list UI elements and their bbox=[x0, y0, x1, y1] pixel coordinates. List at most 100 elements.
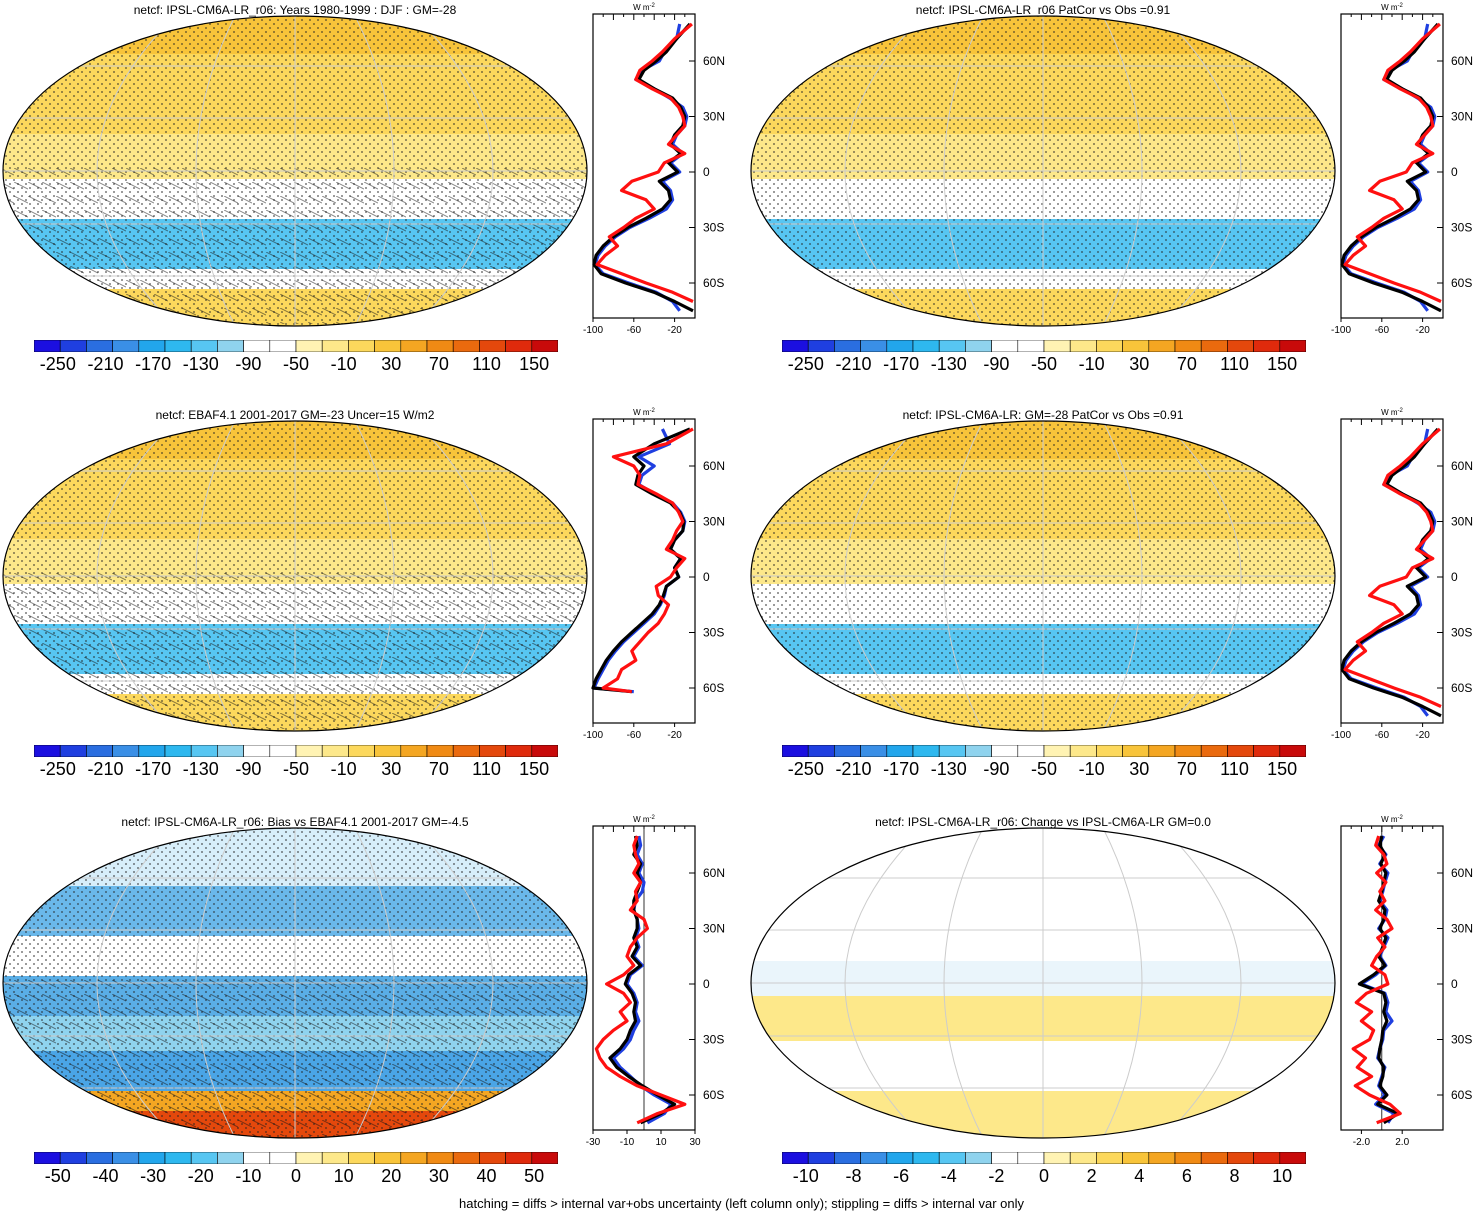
colorbar-swatch bbox=[269, 745, 297, 757]
colorbar-tick-label: 6 bbox=[1181, 1166, 1192, 1186]
lat-tick-label: 0 bbox=[703, 570, 710, 584]
colorbar-swatch bbox=[1148, 340, 1176, 352]
colorbar-tick-label: 150 bbox=[519, 354, 550, 374]
colorbar bbox=[34, 745, 558, 757]
zonal-x-tick-label: 2.0 bbox=[1395, 1137, 1409, 1148]
colorbar-tick-label: -130 bbox=[182, 759, 219, 779]
colorbar-swatch bbox=[1043, 1152, 1071, 1164]
panel-title: netcf: IPSL-CM6A-LR_r06 PatCor vs Obs =0… bbox=[915, 3, 1171, 17]
colorbar-tick-label: -20 bbox=[187, 1166, 214, 1186]
panel-title: netcf: IPSL-CM6A-LR_r06: Bias vs EBAF4.1… bbox=[121, 815, 469, 829]
colorbar-swatch bbox=[1122, 340, 1150, 352]
colorbar-swatch bbox=[348, 340, 375, 352]
colorbar-swatch bbox=[1017, 1152, 1045, 1164]
lat-tick-label: 0 bbox=[1451, 165, 1458, 179]
colorbar-swatch bbox=[1043, 745, 1071, 757]
colorbar-tick-label: -40 bbox=[92, 1166, 119, 1186]
colorbar-swatch bbox=[374, 340, 402, 352]
colorbar-swatch bbox=[112, 745, 140, 757]
colorbar-swatch bbox=[479, 745, 506, 757]
colorbar-tick-label: 150 bbox=[519, 759, 550, 779]
colorbar-tick-label: -250 bbox=[39, 759, 76, 779]
colorbar-swatch bbox=[1122, 745, 1150, 757]
lat-tick-label: 30S bbox=[1451, 1033, 1472, 1047]
zonal-series-line bbox=[1351, 835, 1402, 1125]
colorbar-swatch bbox=[1174, 745, 1202, 757]
colorbar-tick-label: 110 bbox=[1220, 759, 1249, 779]
zonal-series-line bbox=[591, 427, 691, 694]
lat-tick-label: 60S bbox=[703, 1088, 724, 1102]
lat-tick-label: 30N bbox=[703, 515, 725, 529]
colorbar-swatch bbox=[59, 745, 87, 757]
colorbar-tick-label: -170 bbox=[135, 759, 172, 779]
footnote: hatching = diffs > internal var+obs unce… bbox=[459, 1196, 1024, 1211]
colorbar-tick-label: -210 bbox=[835, 759, 872, 779]
lat-tick-label: 30N bbox=[1451, 110, 1473, 124]
colorbar-tick-label: -210 bbox=[87, 354, 124, 374]
colorbar-tick-label: -10 bbox=[1078, 759, 1105, 779]
colorbar-swatch bbox=[1017, 340, 1045, 352]
unit-label: W m-2 bbox=[1381, 3, 1403, 12]
colorbar-tick-label: 40 bbox=[476, 1166, 497, 1186]
colorbar-swatch bbox=[991, 745, 1019, 757]
panel-title: netcf: IPSL-CM6A-LR_r06: Years 1980-1999… bbox=[133, 3, 457, 17]
colorbar-tick-label: 10 bbox=[333, 1166, 354, 1186]
colorbar-tick-label: 110 bbox=[472, 759, 501, 779]
colorbar-swatch bbox=[321, 745, 349, 757]
map-panel bbox=[750, 420, 1336, 732]
zonal-mean-profile: W m-2 60N 30N 0 30S 60S -30 -10 10 30 bbox=[586, 815, 725, 1148]
colorbar-swatch bbox=[1096, 1152, 1123, 1164]
colorbar-swatch bbox=[59, 1152, 87, 1164]
colorbar-swatch bbox=[782, 1152, 809, 1164]
colorbar-swatch bbox=[348, 745, 375, 757]
colorbar-swatch bbox=[938, 340, 966, 352]
colorbar-tick-label: -130 bbox=[930, 759, 967, 779]
colorbar-swatch bbox=[164, 340, 192, 352]
colorbar-swatch bbox=[295, 745, 323, 757]
colorbar-tick-label: -90 bbox=[983, 354, 1010, 374]
colorbar-swatch bbox=[269, 1152, 297, 1164]
colorbar bbox=[782, 340, 1306, 352]
colorbar-swatch bbox=[1069, 745, 1097, 757]
colorbar-swatch bbox=[1069, 1152, 1097, 1164]
colorbar-swatch bbox=[531, 340, 558, 352]
unit-label: W m-2 bbox=[1381, 408, 1403, 417]
map-panel bbox=[2, 827, 588, 1139]
colorbar-tick-label: -130 bbox=[182, 354, 219, 374]
zonal-mean-profile: W m-2 60N 30N 0 30S 60S -100 -60 -20 bbox=[583, 408, 725, 741]
colorbar-swatch bbox=[138, 1152, 166, 1164]
zonal-series-line bbox=[592, 428, 687, 694]
zonal-x-tick-label: -100 bbox=[1331, 730, 1351, 741]
zonal-x-tick-label: -20 bbox=[1415, 730, 1430, 741]
colorbar-swatch bbox=[34, 745, 61, 757]
colorbar-swatch bbox=[912, 745, 940, 757]
colorbar-tick-label: 30 bbox=[428, 1166, 449, 1186]
lat-tick-label: 60N bbox=[1451, 866, 1473, 880]
colorbar-swatch bbox=[860, 1152, 888, 1164]
colorbar-swatch bbox=[1148, 745, 1176, 757]
zonal-x-tick-label: -100 bbox=[583, 730, 603, 741]
zonal-x-tick-label: -100 bbox=[583, 325, 603, 336]
colorbar-swatch bbox=[834, 745, 861, 757]
colorbar-tick-label: -50 bbox=[1030, 354, 1058, 374]
lat-tick-label: 60S bbox=[1451, 1088, 1472, 1102]
colorbar-swatch bbox=[374, 745, 402, 757]
colorbar-tick-label: -10 bbox=[235, 1166, 262, 1186]
zonal-mean-profile: W m-2 60N 30N 0 30S 60S -100 -60 -20 bbox=[1331, 3, 1473, 336]
zonal-x-tick-label: -10 bbox=[620, 1137, 635, 1148]
colorbar-swatch bbox=[782, 745, 809, 757]
colorbar-tick-label: 0 bbox=[1038, 1166, 1050, 1186]
colorbar-swatch bbox=[295, 1152, 323, 1164]
colorbar-swatch bbox=[938, 1152, 966, 1164]
colorbar-swatch bbox=[164, 1152, 192, 1164]
colorbar-tick-label: -170 bbox=[883, 354, 920, 374]
zonal-x-tick-label: -20 bbox=[667, 325, 682, 336]
colorbar-tick-label: 30 bbox=[1129, 354, 1150, 374]
colorbar-swatch bbox=[86, 745, 113, 757]
colorbar-swatch bbox=[426, 340, 454, 352]
colorbar-swatch bbox=[1200, 1152, 1228, 1164]
colorbar-swatch bbox=[1279, 1152, 1306, 1164]
colorbar-tick-label: -90 bbox=[235, 759, 262, 779]
colorbar-swatch bbox=[1174, 340, 1202, 352]
colorbar-swatch bbox=[965, 1152, 992, 1164]
